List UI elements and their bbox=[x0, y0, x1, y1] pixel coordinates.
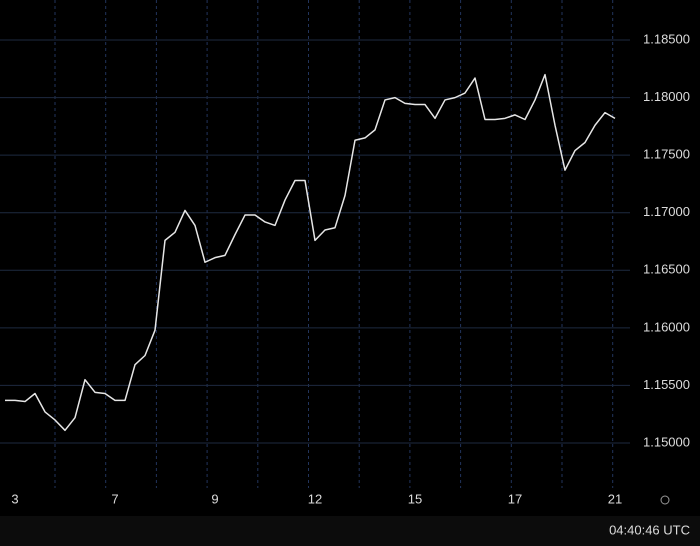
settings-icon[interactable] bbox=[660, 495, 670, 505]
y-tick-label: 1.18500 bbox=[643, 31, 690, 46]
x-tick-label: 15 bbox=[408, 491, 422, 506]
x-tick-label: 7 bbox=[111, 491, 118, 506]
x-tick-label: 9 bbox=[211, 491, 218, 506]
x-tick-label: 3 bbox=[11, 491, 18, 506]
y-tick-label: 1.17500 bbox=[643, 147, 690, 162]
x-tick-label: 17 bbox=[508, 491, 522, 506]
x-tick-label: 21 bbox=[608, 491, 622, 506]
y-tick-label: 1.16000 bbox=[643, 319, 690, 334]
y-tick-label: 1.18000 bbox=[643, 89, 690, 104]
clock: 04:40:46 UTC bbox=[609, 522, 690, 537]
y-tick-label: 1.15000 bbox=[643, 434, 690, 449]
y-tick-label: 1.16500 bbox=[643, 262, 690, 277]
y-tick-label: 1.17000 bbox=[643, 204, 690, 219]
x-tick-label: 12 bbox=[308, 491, 322, 506]
time-bar bbox=[0, 516, 700, 546]
price-line bbox=[5, 73, 616, 432]
y-tick-label: 1.15500 bbox=[643, 377, 690, 392]
